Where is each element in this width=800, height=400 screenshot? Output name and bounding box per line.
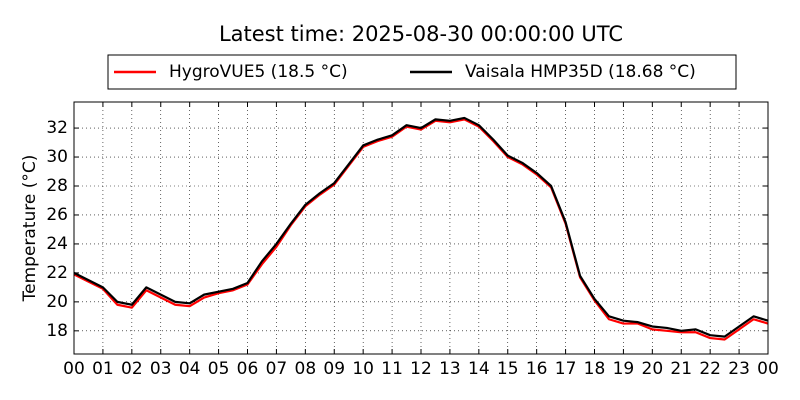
y-tick-label: 18 [46, 321, 68, 341]
x-tick-label: 06 [237, 359, 259, 379]
x-tick-label: 11 [381, 359, 403, 379]
y-tick-label: 24 [46, 234, 68, 254]
x-tick-label: 07 [266, 359, 288, 379]
y-tick-label: 28 [46, 176, 68, 196]
x-tick-label: 12 [410, 359, 432, 379]
x-tick-label: 20 [642, 359, 664, 379]
x-tick-label: 19 [613, 359, 635, 379]
x-tick-label: 00 [63, 359, 85, 379]
plot-frame [73, 101, 769, 355]
y-tick-label: 30 [46, 147, 68, 167]
series-line [73, 118, 769, 341]
y-tick-label: 32 [46, 118, 68, 138]
x-tick-label: 21 [670, 359, 692, 379]
x-tick-label: 09 [323, 359, 345, 379]
series-line [73, 116, 769, 338]
x-tick-label: 04 [179, 359, 201, 379]
x-tick-label: 17 [555, 359, 577, 379]
x-tick-label: 08 [295, 359, 317, 379]
x-tick-label: 22 [699, 359, 721, 379]
x-tick-label: 16 [526, 359, 548, 379]
x-tick-label: 14 [468, 359, 490, 379]
y-tick-label: 22 [46, 263, 68, 283]
x-tick-label: 01 [92, 359, 114, 379]
x-tick-label: 00 [757, 359, 779, 379]
legend-label: HygroVUE5 (18.5 °C) [169, 62, 348, 82]
x-tick-label: 13 [439, 359, 461, 379]
x-tick-label: 03 [150, 359, 172, 379]
chart-title: Latest time: 2025-08-30 00:00:00 UTC [219, 22, 623, 46]
y-axis-label: Temperature (°C) [20, 155, 40, 303]
x-tick-label: 05 [208, 359, 230, 379]
legend-label: Vaisala HMP35D (18.68 °C) [465, 62, 696, 82]
y-tick-label: 20 [46, 292, 68, 312]
y-tick-label: 26 [46, 205, 68, 225]
x-tick-label: 23 [728, 359, 750, 379]
x-tick-label: 10 [352, 359, 374, 379]
x-tick-label: 18 [584, 359, 606, 379]
x-tick-label: 15 [497, 359, 519, 379]
x-tick-label: 02 [121, 359, 143, 379]
